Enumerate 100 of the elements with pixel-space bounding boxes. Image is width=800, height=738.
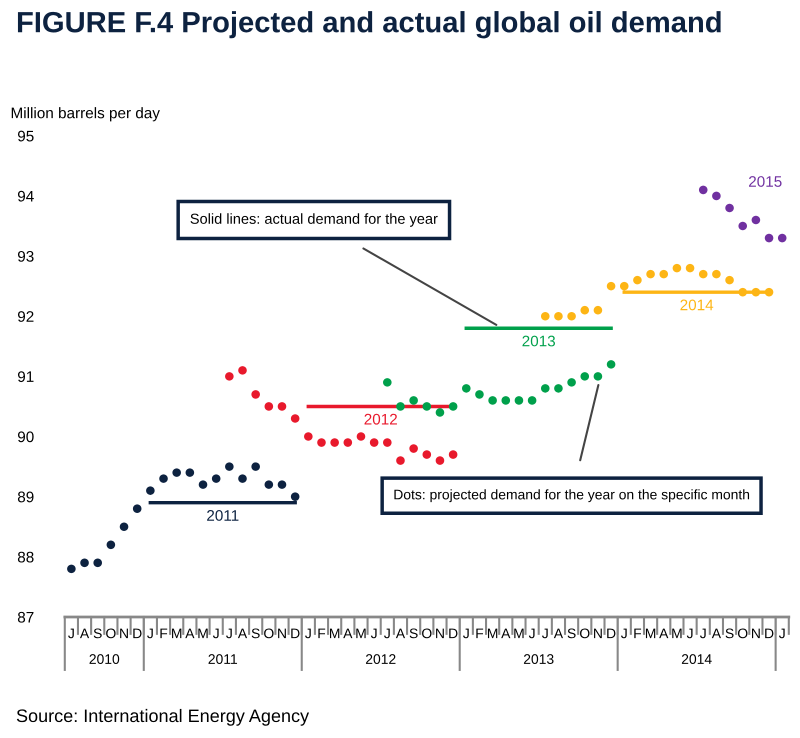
x-tick-label: S [726,628,734,638]
x-tick-label: J [542,628,548,638]
point [120,522,128,532]
x-tick-label: D [133,628,142,638]
x-tick-label: O [106,628,116,638]
series-label: 2015 [749,176,782,187]
series-label: 2013 [522,336,556,346]
point [264,480,274,489]
y-tick-label: 90 [18,431,34,442]
point [93,558,102,568]
point [448,402,458,411]
y-tick-label: 89 [18,492,34,502]
x-tick-label: M [172,628,182,638]
x-tick-label: J [621,628,627,638]
series-label: 2012 [364,414,397,425]
y-tick-label: 93 [18,250,34,262]
x-tick-label: N [278,628,286,638]
x-tick-label: M [646,628,656,638]
point [778,234,786,242]
x-tick-label: J [305,628,311,638]
point [633,276,642,284]
x-tick-label: F [634,628,642,638]
x-tick-label: S [410,628,418,638]
point [304,432,313,441]
x-tick-label: D [449,628,458,638]
y-tick-label: 91 [18,371,34,382]
point [330,438,339,447]
point [409,396,418,405]
point [290,414,300,423]
x-tick-label: M [356,628,366,638]
y-axis-title: Million barrels per day [12,107,160,122]
x-tick-label: F [318,628,326,638]
point [186,468,194,477]
point [725,204,734,212]
point [422,450,432,459]
x-tick-label: M [330,628,340,638]
x-tick-label: A [185,628,194,638]
x-tick-label: J [212,628,219,638]
point [238,366,247,375]
point [370,438,378,447]
x-tick-label: M [672,628,682,638]
point [317,438,326,447]
x-tick-label: J [463,628,469,638]
point [606,360,616,369]
point [290,492,300,501]
point [356,432,366,441]
point [502,396,510,405]
point [238,474,247,483]
x-tick-label: S [252,628,260,638]
series-label: 2011 [207,510,238,521]
point [159,474,168,483]
point [198,480,208,489]
x-tick-label: N [120,628,128,638]
point [698,186,708,194]
text: 2011 [208,654,238,664]
x-tick-label: J [700,628,706,638]
x-tick-label: A [396,628,406,638]
y-tick-label: 94 [18,190,34,202]
x-tick-label: J [147,628,153,638]
x-tick-label: N [594,628,602,638]
point [580,372,590,381]
x-tick-label: N [752,628,760,638]
x-tick-label: A [343,628,352,638]
x-tick-label: O [738,628,748,638]
point [80,558,89,568]
x-tick-label: A [238,628,248,638]
point [436,456,444,465]
x-tick-label: S [568,628,576,638]
point [725,276,734,284]
chart-title: FIGURE F.4 Projected and actual global oil demand [18,11,721,38]
point [554,384,563,393]
point [264,402,274,411]
x-tick-label: O [580,628,590,638]
point [106,540,116,550]
x-tick-label: O [422,628,432,638]
point [251,462,260,471]
x-tick-label: N [436,628,444,638]
x-tick-label: A [659,628,668,638]
point [712,270,721,278]
x-tick-label: J [226,628,232,638]
x-tick-label: O [264,628,274,638]
point [646,270,655,278]
y-tick-label: 88 [18,552,34,563]
x-tick-label: S [94,628,102,638]
point [383,378,392,387]
x-tick-label: J [686,628,693,638]
point [448,450,458,459]
point [396,456,405,465]
point [567,312,576,321]
annotation: Solid lines: actual demand for the year [190,213,438,227]
point [462,384,471,393]
x-tick-label: F [160,628,168,638]
x-tick-label: F [476,628,484,638]
point [594,372,602,381]
point [738,288,748,296]
point [672,264,682,272]
point [580,306,590,314]
point [764,234,774,242]
point [712,192,721,200]
point [278,480,286,489]
